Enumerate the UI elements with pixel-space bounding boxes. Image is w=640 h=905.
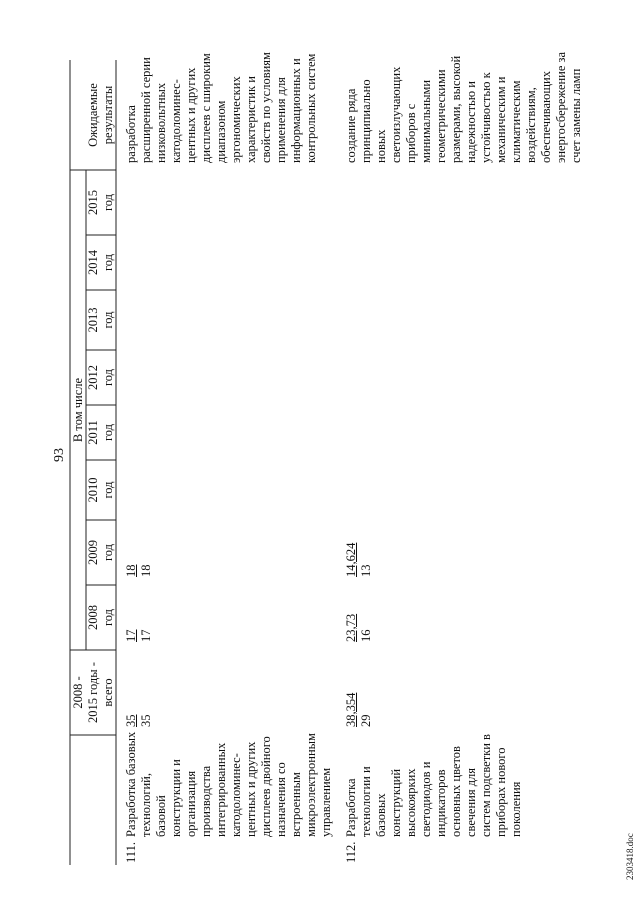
- result-text: принципиально: [359, 79, 373, 163]
- result-text: разработка: [124, 105, 138, 163]
- year-header: год: [101, 608, 115, 627]
- year-header: 2015: [86, 190, 100, 215]
- row-name: высокоярких: [404, 768, 418, 837]
- year-header: год: [101, 543, 115, 562]
- row-name: Разработка базовых: [124, 731, 138, 837]
- result-text: светоизлучающих: [389, 66, 403, 163]
- total-value: 35: [139, 714, 153, 728]
- result-text: размерами, высокой: [449, 55, 463, 163]
- result-text: дисплеев с широким: [199, 53, 213, 163]
- row-name: технологии и: [359, 766, 373, 837]
- total-value: 35: [124, 714, 138, 728]
- row-name: индикаторов: [434, 769, 448, 838]
- row-name: приборах нового: [494, 747, 508, 837]
- including-header: В том числе: [71, 377, 85, 443]
- year-value: 13: [359, 564, 373, 578]
- row-name: микроэлектронным: [304, 733, 318, 837]
- result-text: свойств по условиям: [259, 52, 273, 163]
- year-value: 18: [139, 564, 153, 578]
- result-text: энергосбережение за: [554, 51, 568, 163]
- results-header: результаты: [101, 85, 115, 145]
- result-text: климатическим: [509, 80, 523, 163]
- year-header: год: [101, 481, 115, 499]
- year-header: 2011: [86, 420, 100, 445]
- row-number: 111.: [124, 842, 138, 863]
- row-name: производства: [199, 765, 213, 837]
- result-text: геометрическими: [434, 69, 448, 163]
- result-text: механическим и: [494, 76, 508, 164]
- year-header: 2009: [86, 540, 100, 565]
- year-value: 17: [139, 629, 153, 643]
- total-value: 29: [359, 714, 373, 728]
- year-value: 18: [124, 564, 138, 578]
- row-name: встроенным: [289, 772, 303, 837]
- result-text: обеспечивающих: [539, 71, 553, 163]
- year-header: год: [101, 193, 115, 212]
- row-name: конструкции и: [169, 759, 183, 837]
- row-number: 112.: [344, 841, 358, 863]
- year-header: 2013: [86, 307, 100, 333]
- row-name: светодиодов и: [419, 761, 433, 837]
- row-name: назначения со: [274, 762, 288, 837]
- result-text: новых: [374, 129, 388, 164]
- year-header: 2010: [86, 477, 100, 503]
- row-name: катодоломинес-: [229, 753, 243, 837]
- row-name: интегрированных: [214, 742, 228, 837]
- result-text: создание ряда: [344, 88, 358, 163]
- result-text: минимальными: [419, 79, 433, 163]
- total-header: всего: [101, 678, 115, 707]
- year-header: 2012: [86, 365, 100, 390]
- result-text: характеристик и: [244, 76, 258, 163]
- result-text: применения для: [274, 77, 288, 163]
- year-header: год: [101, 423, 115, 442]
- year-header: год: [101, 253, 115, 272]
- result-text: эргономических: [229, 76, 243, 163]
- row-name: конструкций: [389, 768, 403, 837]
- result-text: счет замены ламп: [569, 68, 583, 163]
- year-value: 23,73: [344, 613, 358, 642]
- year-header: 2014: [86, 250, 100, 275]
- result-text: расширенной серии: [139, 57, 153, 163]
- result-text: воздействиям,: [524, 87, 538, 163]
- result-text: приборов с: [404, 103, 418, 163]
- year-header: год: [101, 368, 115, 387]
- row-name: систем подсветки в: [479, 734, 493, 837]
- year-header: год: [101, 311, 115, 329]
- row-name: свечения для: [464, 767, 478, 837]
- row-name: организация: [184, 770, 198, 837]
- result-text: центных и других: [184, 67, 198, 163]
- row-name: поколения: [509, 781, 523, 837]
- result-text: контрольных систем: [304, 53, 318, 163]
- total-value: 38,354: [344, 692, 358, 727]
- page-number: 93: [52, 448, 67, 462]
- total-header: 2015 годы -: [86, 662, 100, 723]
- year-value: 14,624: [344, 542, 358, 577]
- result-text: устойчивостью к: [479, 72, 493, 163]
- result-text: катодоломинес-: [169, 79, 183, 163]
- result-text: информационных и: [289, 58, 303, 163]
- row-name: дисплеев двойного: [259, 736, 273, 837]
- results-header: Ожидаемые: [86, 83, 100, 147]
- total-header: 2008 -: [71, 676, 85, 709]
- result-text: диапазоном: [214, 100, 228, 163]
- row-name: базовых: [374, 793, 388, 837]
- year-value: 17: [124, 629, 138, 643]
- year-header: 2008: [86, 605, 100, 630]
- row-name: центных и других: [244, 741, 258, 837]
- row-name: Разработка: [344, 778, 358, 837]
- row-name: управлением: [319, 767, 333, 837]
- result-text: низковольтных: [154, 82, 168, 163]
- result-text: надежностью и: [464, 81, 478, 163]
- row-name: базовой: [154, 795, 168, 837]
- row-name: технологий,: [139, 773, 153, 837]
- footer: 2303418.doc: [625, 833, 635, 880]
- year-value: 16: [359, 629, 373, 643]
- row-name: основных цветов: [449, 746, 463, 837]
